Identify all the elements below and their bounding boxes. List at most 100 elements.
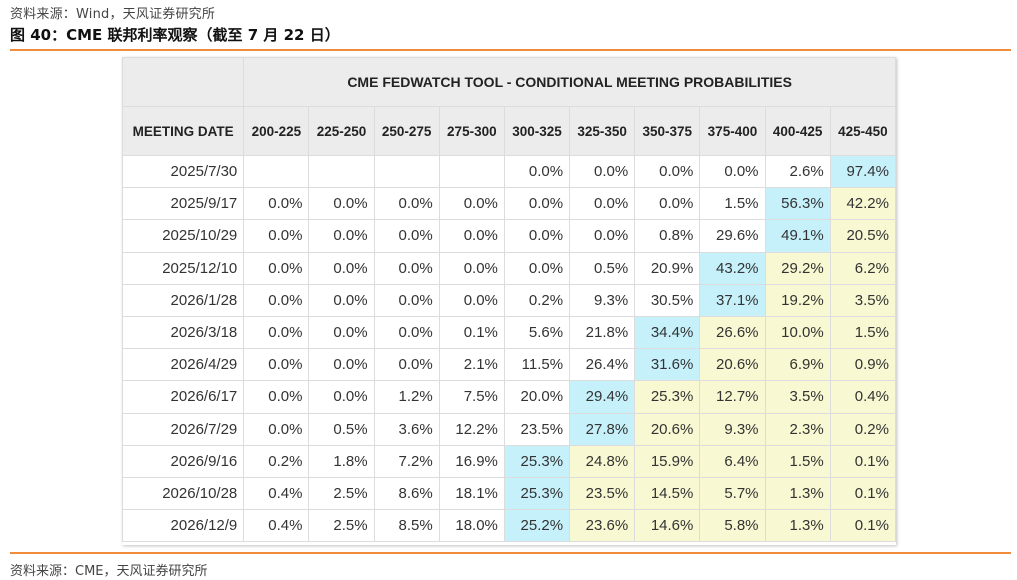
probability-cell: 29.4% — [569, 380, 636, 414]
table-row: 2025/7/30 0.0% 0.0% 0.0% 0.0% 2.6% 97.4% — [121, 154, 897, 189]
probability-cell: 5.8% — [699, 509, 766, 543]
probability-cell: 0.0% — [308, 348, 375, 382]
probability-cell: 26.4% — [569, 348, 636, 382]
figure-title: 图 40：CME 联邦利率观察（截至 7 月 22 日） — [10, 26, 340, 44]
probability-cell: 0.1% — [829, 476, 897, 511]
probability-cell: 2.1% — [438, 348, 505, 382]
meeting-date-cell: 2026/10/28 — [121, 476, 245, 511]
probability-cell: 0.0% — [308, 251, 375, 285]
probability-cell: 26.6% — [699, 315, 766, 350]
probability-cell: 2.3% — [764, 412, 831, 446]
probability-cell: 15.9% — [634, 444, 701, 478]
probability-cell: 0.0% — [373, 251, 440, 285]
meeting-date-cell: 2025/9/17 — [121, 187, 245, 221]
probability-cell: 0.0% — [438, 283, 505, 317]
table-row: 2025/12/10 0.0% 0.0% 0.0% 0.0% 0.0% 0.5% 20.9% 4… — [121, 251, 897, 285]
probability-cell: 0.0% — [438, 187, 505, 221]
probability-cell: 19.2% — [764, 283, 831, 317]
probability-cell: 0.1% — [438, 315, 505, 350]
probability-cell: 0.0% — [699, 154, 766, 189]
probability-cell — [373, 154, 440, 189]
probability-cell: 25.3% — [503, 476, 571, 511]
probability-cell: 0.0% — [308, 380, 375, 414]
table-row: 2026/9/16 0.2% 1.8% 7.2% 16.9% 25.3% 24.8% 15.9… — [121, 444, 897, 478]
probability-cell: 7.2% — [373, 444, 440, 478]
probability-cell: 0.0% — [308, 219, 375, 253]
probability-cell: 1.3% — [764, 509, 831, 543]
probability-cell: 1.5% — [829, 315, 897, 350]
probability-cell: 56.3% — [764, 187, 831, 221]
footer-divider — [10, 552, 1011, 554]
probability-cell: 42.2% — [829, 187, 897, 221]
title-divider — [10, 49, 1011, 51]
probability-cell: 3.5% — [829, 283, 897, 317]
probability-cell: 0.0% — [503, 251, 571, 285]
probability-cell: 27.8% — [569, 412, 636, 446]
table-row: 2026/10/28 0.4% 2.5% 8.6% 18.1% 25.3% 23.5% 14.… — [121, 476, 897, 511]
probability-cell — [308, 154, 375, 189]
probability-cell: 8.6% — [373, 476, 440, 511]
probability-cell: 1.8% — [308, 444, 375, 478]
table-row: 2026/7/29 0.0% 0.5% 3.6% 12.2% 23.5% 27.8% 20.6… — [121, 412, 897, 446]
probability-cell: 0.0% — [243, 380, 310, 414]
probability-cell: 0.1% — [829, 444, 897, 478]
probability-cell: 20.5% — [829, 219, 897, 253]
header-rate-range: 425-450 — [829, 106, 897, 156]
probability-cell: 0.8% — [634, 219, 701, 253]
probability-cell: 20.6% — [634, 412, 701, 446]
probability-cell: 6.4% — [699, 444, 766, 478]
probability-cell: 9.3% — [699, 412, 766, 446]
header-rate-range: 350-375 — [634, 106, 701, 156]
probability-table: CME FEDWATCH TOOL - CONDITIONAL MEETING … — [121, 57, 897, 543]
probability-cell — [438, 154, 505, 189]
probability-cell: 0.0% — [243, 348, 310, 382]
meeting-date-cell: 2026/7/29 — [121, 412, 245, 446]
table-row: 2025/9/17 0.0% 0.0% 0.0% 0.0% 0.0% 0.0% 0.0% 1.5… — [121, 187, 897, 221]
probability-cell: 0.0% — [373, 187, 440, 221]
probability-cell: 5.7% — [699, 476, 766, 511]
probability-cell: 37.1% — [699, 283, 766, 317]
table-row: 2026/4/29 0.0% 0.0% 0.0% 2.1% 11.5% 26.4% 31.6%… — [121, 348, 897, 382]
probability-cell: 20.0% — [503, 380, 571, 414]
meeting-date-cell: 2026/12/9 — [121, 509, 245, 543]
header-meeting-date: MEETING DATE — [121, 106, 245, 156]
probability-cell: 0.0% — [243, 219, 310, 253]
table-row: 2026/12/9 0.4% 2.5% 8.5% 18.0% 25.2% 23.6% 14.6… — [121, 509, 897, 543]
meeting-date-cell: 2026/4/29 — [121, 348, 245, 382]
probability-cell: 1.5% — [699, 187, 766, 221]
probability-cell: 0.0% — [569, 154, 636, 189]
probability-cell: 31.6% — [634, 348, 701, 382]
header-rate-range: 400-425 — [764, 106, 831, 156]
probability-cell: 0.4% — [243, 476, 310, 511]
probability-cell: 0.0% — [308, 187, 375, 221]
meeting-date-cell: 2026/9/16 — [121, 444, 245, 478]
probability-cell: 0.0% — [243, 187, 310, 221]
probability-cell: 97.4% — [829, 154, 897, 189]
table-row: 2026/6/17 0.0% 0.0% 1.2% 7.5% 20.0% 29.4% 25.3%… — [121, 380, 897, 414]
probability-cell: 1.5% — [764, 444, 831, 478]
probability-cell: 3.6% — [373, 412, 440, 446]
fedwatch-table-panel: CME FEDWATCH TOOL - CONDITIONAL MEETING … — [121, 57, 897, 545]
probability-cell: 2.6% — [764, 154, 831, 189]
header-rate-range: 375-400 — [699, 106, 766, 156]
probability-cell: 21.8% — [569, 315, 636, 350]
probability-cell: 23.5% — [569, 476, 636, 511]
probability-cell: 0.0% — [243, 251, 310, 285]
probability-cell: 23.6% — [569, 509, 636, 543]
probability-cell: 5.6% — [503, 315, 571, 350]
meeting-date-cell: 2026/6/17 — [121, 380, 245, 414]
probability-cell: 0.0% — [373, 348, 440, 382]
probability-cell: 24.8% — [569, 444, 636, 478]
source-note-top: 资料来源：Wind，天风证券研究所 — [10, 7, 216, 22]
probability-cell: 12.2% — [438, 412, 505, 446]
probability-cell: 29.6% — [699, 219, 766, 253]
column-header-row: MEETING DATE 200-225 225-250 250-275 275-300… — [121, 106, 897, 156]
probability-cell: 29.2% — [764, 251, 831, 285]
probability-cell: 0.0% — [569, 219, 636, 253]
probability-cell: 12.7% — [699, 380, 766, 414]
probability-cell: 0.0% — [503, 187, 571, 221]
meeting-date-cell: 2025/10/29 — [121, 219, 245, 253]
probability-cell: 0.2% — [829, 412, 897, 446]
probability-cell: 0.2% — [243, 444, 310, 478]
probability-cell: 0.4% — [829, 380, 897, 414]
